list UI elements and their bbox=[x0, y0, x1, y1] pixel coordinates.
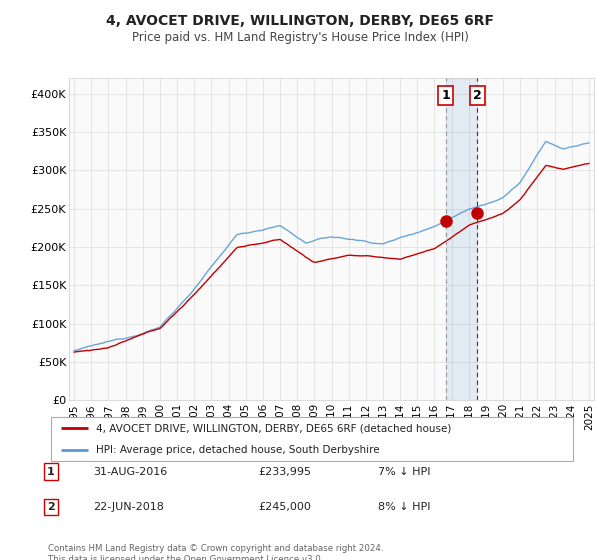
Text: HPI: Average price, detached house, South Derbyshire: HPI: Average price, detached house, Sout… bbox=[95, 445, 379, 455]
Text: 2: 2 bbox=[47, 502, 55, 512]
FancyBboxPatch shape bbox=[50, 417, 574, 461]
Text: 4, AVOCET DRIVE, WILLINGTON, DERBY, DE65 6RF (detached house): 4, AVOCET DRIVE, WILLINGTON, DERBY, DE65… bbox=[95, 423, 451, 433]
Text: 7% ↓ HPI: 7% ↓ HPI bbox=[378, 467, 431, 477]
Text: £245,000: £245,000 bbox=[258, 502, 311, 512]
Text: 2: 2 bbox=[473, 89, 482, 102]
Text: Price paid vs. HM Land Registry's House Price Index (HPI): Price paid vs. HM Land Registry's House … bbox=[131, 31, 469, 44]
Text: 31-AUG-2016: 31-AUG-2016 bbox=[93, 467, 167, 477]
Text: 4, AVOCET DRIVE, WILLINGTON, DERBY, DE65 6RF: 4, AVOCET DRIVE, WILLINGTON, DERBY, DE65… bbox=[106, 14, 494, 28]
Bar bbox=[446, 78, 478, 400]
Text: Contains HM Land Registry data © Crown copyright and database right 2024.
This d: Contains HM Land Registry data © Crown c… bbox=[48, 544, 383, 560]
Text: 1: 1 bbox=[442, 89, 450, 102]
Text: £233,995: £233,995 bbox=[258, 467, 311, 477]
Text: 1: 1 bbox=[47, 467, 55, 477]
Text: 8% ↓ HPI: 8% ↓ HPI bbox=[378, 502, 431, 512]
Text: 22-JUN-2018: 22-JUN-2018 bbox=[93, 502, 164, 512]
